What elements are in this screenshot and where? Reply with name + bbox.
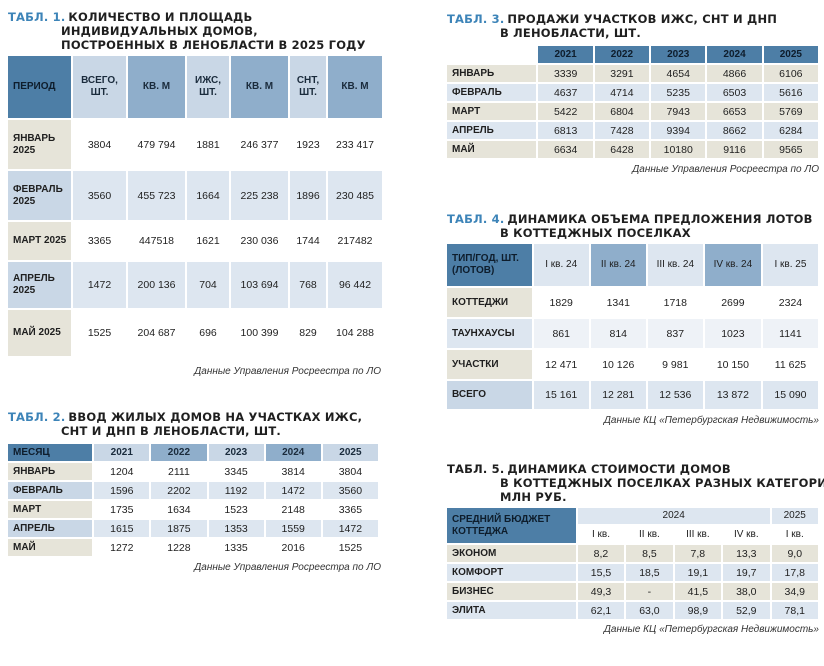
table-row: ЯНВАРЬ 1204 2111 3345 3814 3804 bbox=[8, 463, 378, 480]
table-row: ФЕВРАЛЬ 4637 4714 5235 6503 5616 bbox=[447, 84, 818, 101]
table-1-number: ТАБЛ. 1. bbox=[8, 10, 66, 24]
table-row: ЭКОНОМ 8,2 8,5 7,8 13,3 9,0 bbox=[447, 545, 818, 562]
table-row: МАРТ 5422 6804 7943 6653 5769 bbox=[447, 103, 818, 120]
table-2-title: ТАБЛ. 2. ВВОД ЖИЛЫХ ДОМОВ НА УЧАСТКАХ ИЖС… bbox=[8, 410, 363, 438]
table-4-title: ТАБЛ. 4. ДИНАМИКА ОБЪЕМА ПРЕДЛОЖЕНИЯ ЛОТО… bbox=[447, 212, 813, 240]
table-row: ФЕВРАЛЬ 1596 2202 1192 1472 3560 bbox=[8, 482, 378, 499]
table-row: АПРЕЛЬ 2025 1472 200 136 704 103 694 768… bbox=[8, 262, 382, 308]
table-2-source: Данные Управления Росреестра по ЛО bbox=[194, 562, 381, 573]
table-4-block: ТАБЛ. 4. ДИНАМИКА ОБЪЕМА ПРЕДЛОЖЕНИЯ ЛОТО… bbox=[447, 212, 819, 426]
table-3-block: ТАБЛ. 3. ПРОДАЖИ УЧАСТКОВ ИЖС, СНТ И ДНП … bbox=[447, 12, 819, 175]
table-5-quarter-row: I кв. II кв. III кв. IV кв. I кв. bbox=[447, 526, 818, 543]
table-row: МАЙ 6634 6428 10180 9116 9565 bbox=[447, 141, 818, 158]
table-row: УЧАСТКИ 12 471 10 126 9 981 10 150 11 62… bbox=[447, 350, 818, 379]
table-row: МАРТ 1735 1634 1523 2148 3365 bbox=[8, 501, 378, 518]
table-2: МЕСЯЦ 2021 2022 2023 2024 2025 ЯНВАРЬ 12… bbox=[6, 442, 380, 558]
table-row: ЯНВАРЬ 2025 3804 479 794 1881 246 377 19… bbox=[8, 120, 382, 169]
table-row: ФЕВРАЛЬ 2025 3560 455 723 1664 225 238 1… bbox=[8, 171, 382, 220]
table-row: ЯНВАРЬ 3339 3291 4654 4866 6106 bbox=[447, 65, 818, 82]
table-5-number: ТАБЛ. 5. bbox=[447, 462, 505, 476]
table-3-header-row: 2021 2022 2023 2024 2025 bbox=[447, 46, 818, 63]
table-3: 2021 2022 2023 2024 2025 ЯНВАРЬ 3339 329… bbox=[445, 44, 820, 160]
table-row: БИЗНЕС 49,3 - 41,5 38,0 34,9 bbox=[447, 583, 818, 600]
table-5-source: Данные КЦ «Петербургская Недвижимость» bbox=[603, 624, 819, 635]
table-row: МАРТ 2025 3365 447518 1621 230 036 1744 … bbox=[8, 222, 382, 260]
table-3-source: Данные Управления Росреестра по ЛО bbox=[632, 164, 819, 175]
table-row: ТАУНХАУСЫ 861 814 837 1023 1141 bbox=[447, 319, 818, 348]
table-2-number: ТАБЛ. 2. bbox=[8, 410, 66, 424]
table-row: КОМФОРТ 15,5 18,5 19,1 19,7 17,8 bbox=[447, 564, 818, 581]
table-2-block: ТАБЛ. 2. ВВОД ЖИЛЫХ ДОМОВ НА УЧАСТКАХ ИЖС… bbox=[6, 410, 381, 573]
table-3-title: ТАБЛ. 3. ПРОДАЖИ УЧАСТКОВ ИЖС, СНТ И ДНП … bbox=[447, 12, 778, 40]
table-4-header-row: ТИП/ГОД, ШТ. (ЛОТОВ) I кв. 24 II кв. 24 … bbox=[447, 244, 818, 286]
table-3-number: ТАБЛ. 3. bbox=[447, 12, 505, 26]
table-row: ВСЕГО 15 161 12 281 12 536 13 872 15 090 bbox=[447, 381, 818, 409]
table-5-title: ТАБЛ. 5. ДИНАМИКА СТОИМОСТИ ДОМОВ В КОТТЕ… bbox=[447, 462, 824, 504]
table-1-header-row: ПЕРИОД ВСЕГО, ШТ. КВ. М ИЖС, ШТ. КВ. М С… bbox=[8, 56, 382, 118]
table-row: АПРЕЛЬ 1615 1875 1353 1559 1472 bbox=[8, 520, 378, 537]
table-1-title: ТАБЛ. 1. КОЛИЧЕСТВО И ПЛОЩАДЬ ИНДИВИДУАЛЬ… bbox=[8, 10, 366, 52]
table-4-source: Данные КЦ «Петербургская Недвижимость» bbox=[603, 415, 819, 426]
table-row: ЭЛИТА 62,1 63,0 98,9 52,9 78,1 bbox=[447, 602, 818, 619]
table-1: ПЕРИОД ВСЕГО, ШТ. КВ. М ИЖС, ШТ. КВ. М С… bbox=[6, 54, 384, 358]
table-row: МАЙ 1272 1228 1335 2016 1525 bbox=[8, 539, 378, 556]
table-5-block: ТАБЛ. 5. ДИНАМИКА СТОИМОСТИ ДОМОВ В КОТТЕ… bbox=[445, 462, 824, 635]
table-1-source: Данные Управления Росреестра по ЛО bbox=[194, 366, 381, 377]
table-4-number: ТАБЛ. 4. bbox=[447, 212, 505, 226]
table-1-block: ТАБЛ. 1. КОЛИЧЕСТВО И ПЛОЩАДЬ ИНДИВИДУАЛЬ… bbox=[8, 10, 382, 377]
table-4: ТИП/ГОД, ШТ. (ЛОТОВ) I кв. 24 II кв. 24 … bbox=[445, 242, 820, 411]
table-2-header-row: МЕСЯЦ 2021 2022 2023 2024 2025 bbox=[8, 444, 378, 461]
table-row: МАЙ 2025 1525 204 687 696 100 399 829 10… bbox=[8, 310, 382, 356]
table-5-year-row: СРЕДНИЙ БЮДЖЕТ КОТТЕДЖА 2024 2025 bbox=[447, 508, 818, 543]
table-row: КОТТЕДЖИ 1829 1341 1718 2699 2324 bbox=[447, 288, 818, 317]
table-row: АПРЕЛЬ 6813 7428 9394 8662 6284 bbox=[447, 122, 818, 139]
table-5: СРЕДНИЙ БЮДЖЕТ КОТТЕДЖА 2024 2025 I кв. … bbox=[445, 506, 820, 621]
